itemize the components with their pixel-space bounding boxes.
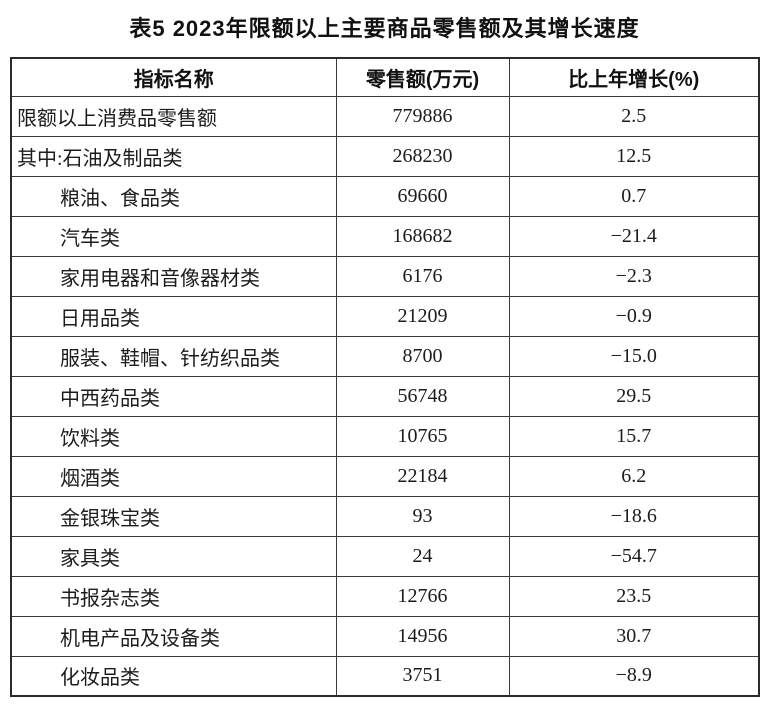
table-row: 其中:石油及制品类 268230 12.5 xyxy=(10,135,760,177)
table-row: 粮油、食品类 69660 0.7 xyxy=(10,175,760,217)
cell-retail-amount: 8700 xyxy=(335,335,510,377)
cell-retail-amount: 69660 xyxy=(335,175,510,217)
cell-indicator-name: 饮料类 xyxy=(10,415,337,457)
cell-indicator-name: 中西药品类 xyxy=(10,375,337,417)
table-row: 家具类 24 −54.7 xyxy=(10,535,760,577)
cell-retail-amount: 268230 xyxy=(335,135,510,177)
cell-retail-amount: 3751 xyxy=(335,655,510,697)
header-row: 指标名称 零售额(万元) 比上年增长(%) xyxy=(10,57,760,97)
cell-growth-rate: 6.2 xyxy=(508,455,760,497)
cell-indicator-name: 家用电器和音像器材类 xyxy=(10,255,337,297)
cell-indicator-name: 书报杂志类 xyxy=(10,575,337,617)
table-row: 饮料类 10765 15.7 xyxy=(10,415,760,457)
cell-retail-amount: 168682 xyxy=(335,215,510,257)
cell-indicator-name: 服装、鞋帽、针纺织品类 xyxy=(10,335,337,377)
table-row: 机电产品及设备类 14956 30.7 xyxy=(10,615,760,657)
cell-retail-amount: 12766 xyxy=(335,575,510,617)
cell-growth-rate: 29.5 xyxy=(508,375,760,417)
table-row: 金银珠宝类 93 −18.6 xyxy=(10,495,760,537)
cell-indicator-name: 机电产品及设备类 xyxy=(10,615,337,657)
table-row: 烟酒类 22184 6.2 xyxy=(10,455,760,497)
table-row: 汽车类 168682 −21.4 xyxy=(10,215,760,257)
table-row: 限额以上消费品零售额 779886 2.5 xyxy=(10,95,760,137)
cell-indicator-name: 日用品类 xyxy=(10,295,337,337)
cell-indicator-name: 粮油、食品类 xyxy=(10,175,337,217)
table-row: 日用品类 21209 −0.9 xyxy=(10,295,760,337)
cell-growth-rate: 15.7 xyxy=(508,415,760,457)
cell-growth-rate: 2.5 xyxy=(508,95,760,137)
cell-growth-rate: 23.5 xyxy=(508,575,760,617)
col-header-retail-amount: 零售额(万元) xyxy=(335,57,510,97)
cell-retail-amount: 93 xyxy=(335,495,510,537)
col-header-indicator-name: 指标名称 xyxy=(10,57,337,97)
cell-growth-rate: −0.9 xyxy=(508,295,760,337)
cell-growth-rate: −18.6 xyxy=(508,495,760,537)
table-row: 家用电器和音像器材类 6176 −2.3 xyxy=(10,255,760,297)
cell-growth-rate: −15.0 xyxy=(508,335,760,377)
col-header-growth-rate: 比上年增长(%) xyxy=(508,57,760,97)
commodity-retail-table: 指标名称 零售额(万元) 比上年增长(%) 限额以上消费品零售额 779886 2.… xyxy=(10,57,760,697)
cell-retail-amount: 24 xyxy=(335,535,510,577)
cell-retail-amount: 21209 xyxy=(335,295,510,337)
cell-growth-rate: 0.7 xyxy=(508,175,760,217)
cell-growth-rate: −54.7 xyxy=(508,535,760,577)
table-title: 表5 2023年限额以上主要商品零售额及其增长速度 xyxy=(129,16,640,41)
cell-retail-amount: 6176 xyxy=(335,255,510,297)
page: 表5 2023年限额以上主要商品零售额及其增长速度 指标名称 零售额(万元) 比… xyxy=(10,16,760,697)
table-row: 化妆品类 3751 −8.9 xyxy=(10,655,760,697)
cell-retail-amount: 22184 xyxy=(335,455,510,497)
cell-indicator-name: 金银珠宝类 xyxy=(10,495,337,537)
cell-growth-rate: 12.5 xyxy=(508,135,760,177)
cell-indicator-name: 其中:石油及制品类 xyxy=(10,135,337,177)
cell-indicator-name: 汽车类 xyxy=(10,215,337,257)
cell-indicator-name: 限额以上消费品零售额 xyxy=(10,95,337,137)
cell-indicator-name: 烟酒类 xyxy=(10,455,337,497)
cell-retail-amount: 14956 xyxy=(335,615,510,657)
table-body: 限额以上消费品零售额 779886 2.5 其中:石油及制品类 268230 12.5 粮油… xyxy=(10,95,760,697)
table-row: 书报杂志类 12766 23.5 xyxy=(10,575,760,617)
cell-indicator-name: 家具类 xyxy=(10,535,337,577)
cell-growth-rate: −8.9 xyxy=(508,655,760,697)
cell-retail-amount: 779886 xyxy=(335,95,510,137)
cell-growth-rate: 30.7 xyxy=(508,615,760,657)
table-row: 服装、鞋帽、针纺织品类 8700 −15.0 xyxy=(10,335,760,377)
cell-growth-rate: −21.4 xyxy=(508,215,760,257)
table-header: 指标名称 零售额(万元) 比上年增长(%) xyxy=(10,57,760,97)
table-row: 中西药品类 56748 29.5 xyxy=(10,375,760,417)
cell-indicator-name: 化妆品类 xyxy=(10,655,337,697)
cell-retail-amount: 10765 xyxy=(335,415,510,457)
cell-growth-rate: −2.3 xyxy=(508,255,760,297)
cell-retail-amount: 56748 xyxy=(335,375,510,417)
